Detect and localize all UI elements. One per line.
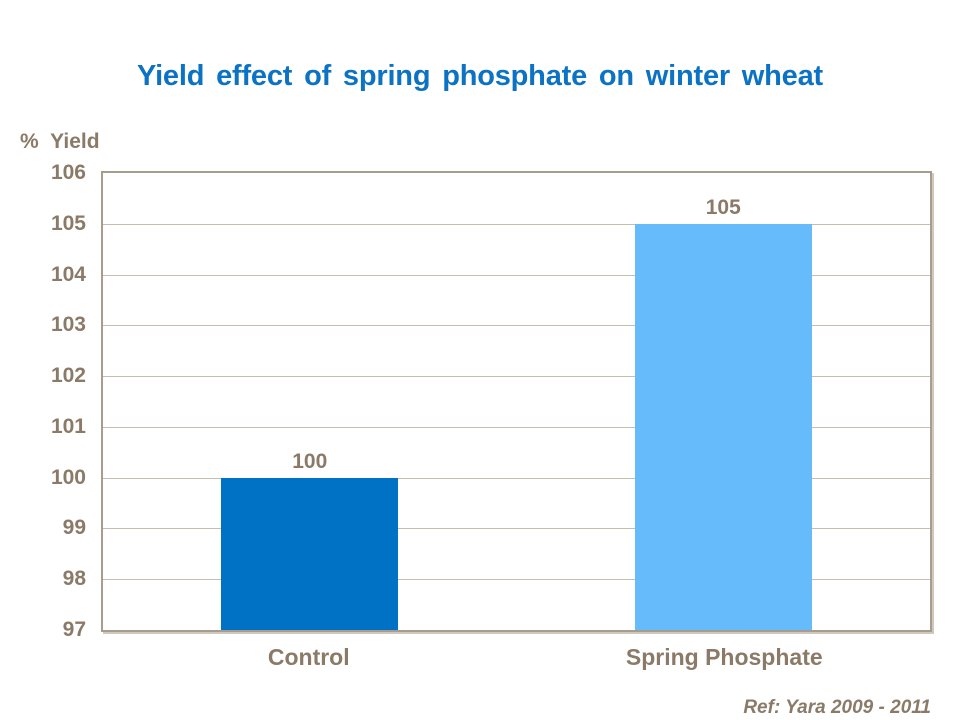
chart-title: Yield effect of spring phosphate on wint…: [137, 60, 823, 92]
y-tick-label: 97: [62, 618, 86, 641]
y-tick-label: 98: [62, 567, 86, 591]
gridline: [103, 223, 930, 225]
y-tick-label: 106: [50, 161, 86, 184]
x-axis-category-labels: Control Spring Phosphate: [101, 644, 932, 674]
bar-control: [221, 477, 399, 630]
bar-value-label: 100: [292, 449, 328, 473]
y-tick-label: 105: [50, 211, 86, 235]
gridline: [103, 477, 930, 479]
y-tick-label: 101: [50, 414, 86, 438]
x-category-label-control: Control: [267, 644, 350, 670]
gridline: [103, 376, 930, 378]
y-tick-label: 102: [50, 364, 86, 388]
gridline: [103, 528, 930, 530]
y-axis-tick-labels: 97 98 99 100 101 102 103 104 105 106: [0, 161, 86, 641]
bar-spring-phosphate: [634, 223, 812, 630]
y-axis-title: % Yield: [20, 130, 100, 153]
reference-note: Ref: Yara 2009 - 2011: [743, 697, 931, 718]
y-tick-label: 100: [50, 465, 86, 489]
gridline: [103, 426, 930, 428]
y-tick-label: 103: [50, 313, 86, 337]
y-tick-label: 104: [50, 262, 86, 286]
gridline: [103, 579, 930, 581]
gridline: [103, 274, 930, 276]
bar-value-label: 105: [705, 195, 741, 219]
y-tick-label: 99: [62, 516, 86, 540]
plot-area: 100 105: [101, 171, 932, 632]
gridline: [103, 325, 930, 327]
x-category-label-spring-phosphate: Spring Phosphate: [625, 644, 823, 670]
